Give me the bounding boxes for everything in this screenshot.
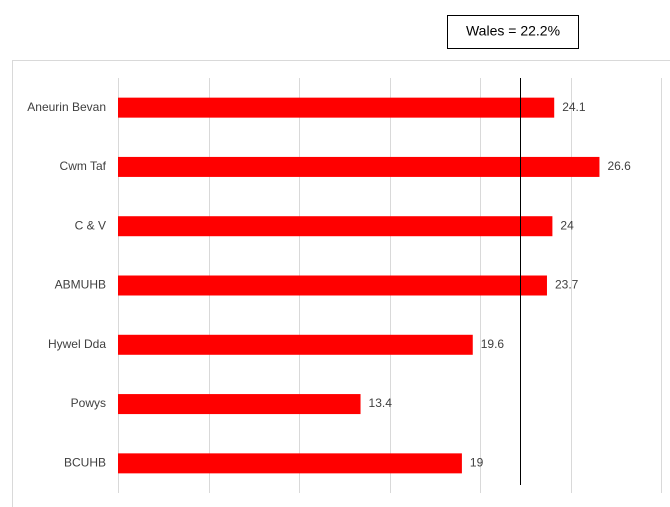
y-tick-label: BCUHB: [64, 456, 106, 470]
bar: [118, 97, 555, 118]
value-label: 19: [470, 456, 484, 470]
value-label: 24: [560, 218, 574, 232]
bar: [118, 156, 600, 177]
value-label: 23.7: [555, 278, 579, 292]
y-tick-label: Powys: [71, 396, 106, 410]
bar: [118, 275, 547, 296]
y-tick-label: Cwm Taf: [60, 159, 107, 173]
bar: [118, 453, 462, 474]
value-label: 24.1: [562, 100, 586, 114]
y-tick-label: ABMUHB: [55, 278, 106, 292]
value-label: 26.6: [607, 159, 631, 173]
bar: [118, 394, 361, 415]
plot-frame: [12, 60, 670, 507]
annotation: Wales = 22.2%: [466, 23, 560, 39]
annotation-box: [447, 15, 579, 49]
y-tick-label: Hywel Dda: [48, 337, 106, 351]
value-label: 13.4: [369, 396, 393, 410]
bar: [118, 216, 553, 237]
y-tick-label: Aneurin Bevan: [27, 100, 106, 114]
bar: [118, 334, 473, 355]
y-tick-label: C & V: [75, 218, 106, 232]
value-label: 19.6: [481, 337, 505, 351]
